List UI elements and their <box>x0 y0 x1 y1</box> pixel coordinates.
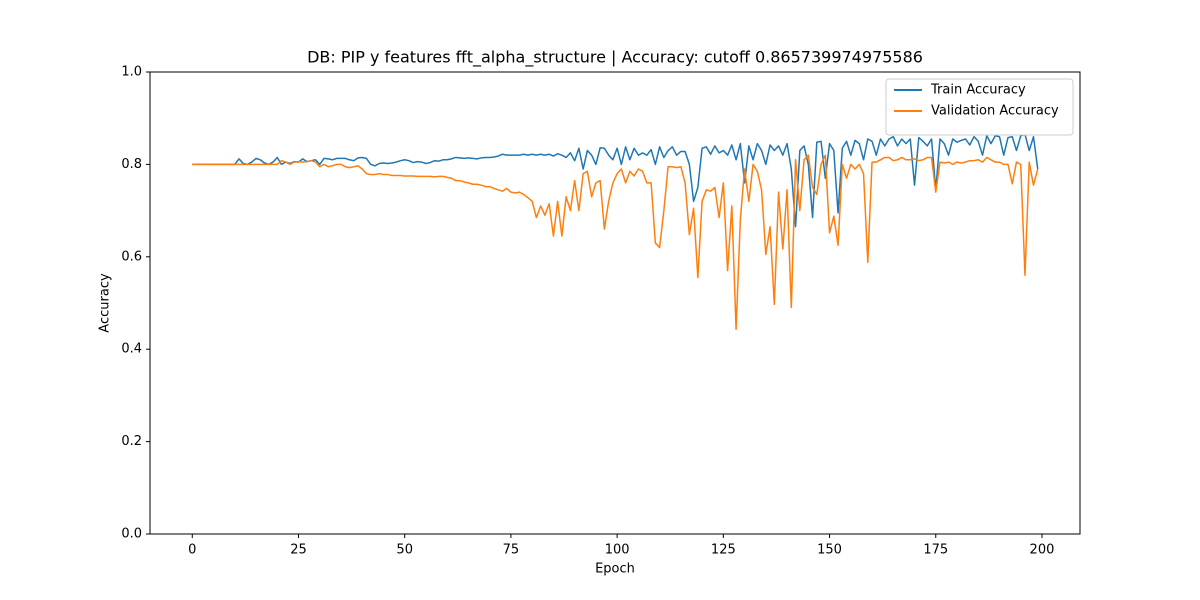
x-tick-label: 0 <box>188 543 196 558</box>
y-axis-label: Accuracy <box>98 273 113 333</box>
plot-frame <box>149 71 1081 535</box>
x-tick-label: 150 <box>817 543 842 558</box>
x-tick-label: 125 <box>711 543 736 558</box>
x-axis-label: Epoch <box>595 562 635 577</box>
legend-label: Validation Accuracy <box>931 104 1059 119</box>
y-tick-label: 0.2 <box>121 434 142 449</box>
x-tick-label: 25 <box>290 543 307 558</box>
x-tick-label: 50 <box>396 543 413 558</box>
chart-title: DB: PIP y features fft_alpha_structure |… <box>307 48 923 68</box>
y-tick-label: 1.0 <box>121 65 142 80</box>
y-tick-label: 0.6 <box>121 249 142 264</box>
y-tick-label: 0.0 <box>121 527 142 542</box>
x-tick-label: 75 <box>503 543 520 558</box>
x-tick-label: 175 <box>923 543 948 558</box>
legend-label: Train Accuracy <box>930 83 1026 98</box>
x-tick-label: 200 <box>1030 543 1055 558</box>
y-tick-label: 0.4 <box>121 342 142 357</box>
legend-box <box>885 78 1074 136</box>
line <box>192 154 1039 331</box>
y-tick-label: 0.8 <box>121 157 142 172</box>
line <box>192 133 1039 228</box>
x-tick-label: 100 <box>605 543 630 558</box>
